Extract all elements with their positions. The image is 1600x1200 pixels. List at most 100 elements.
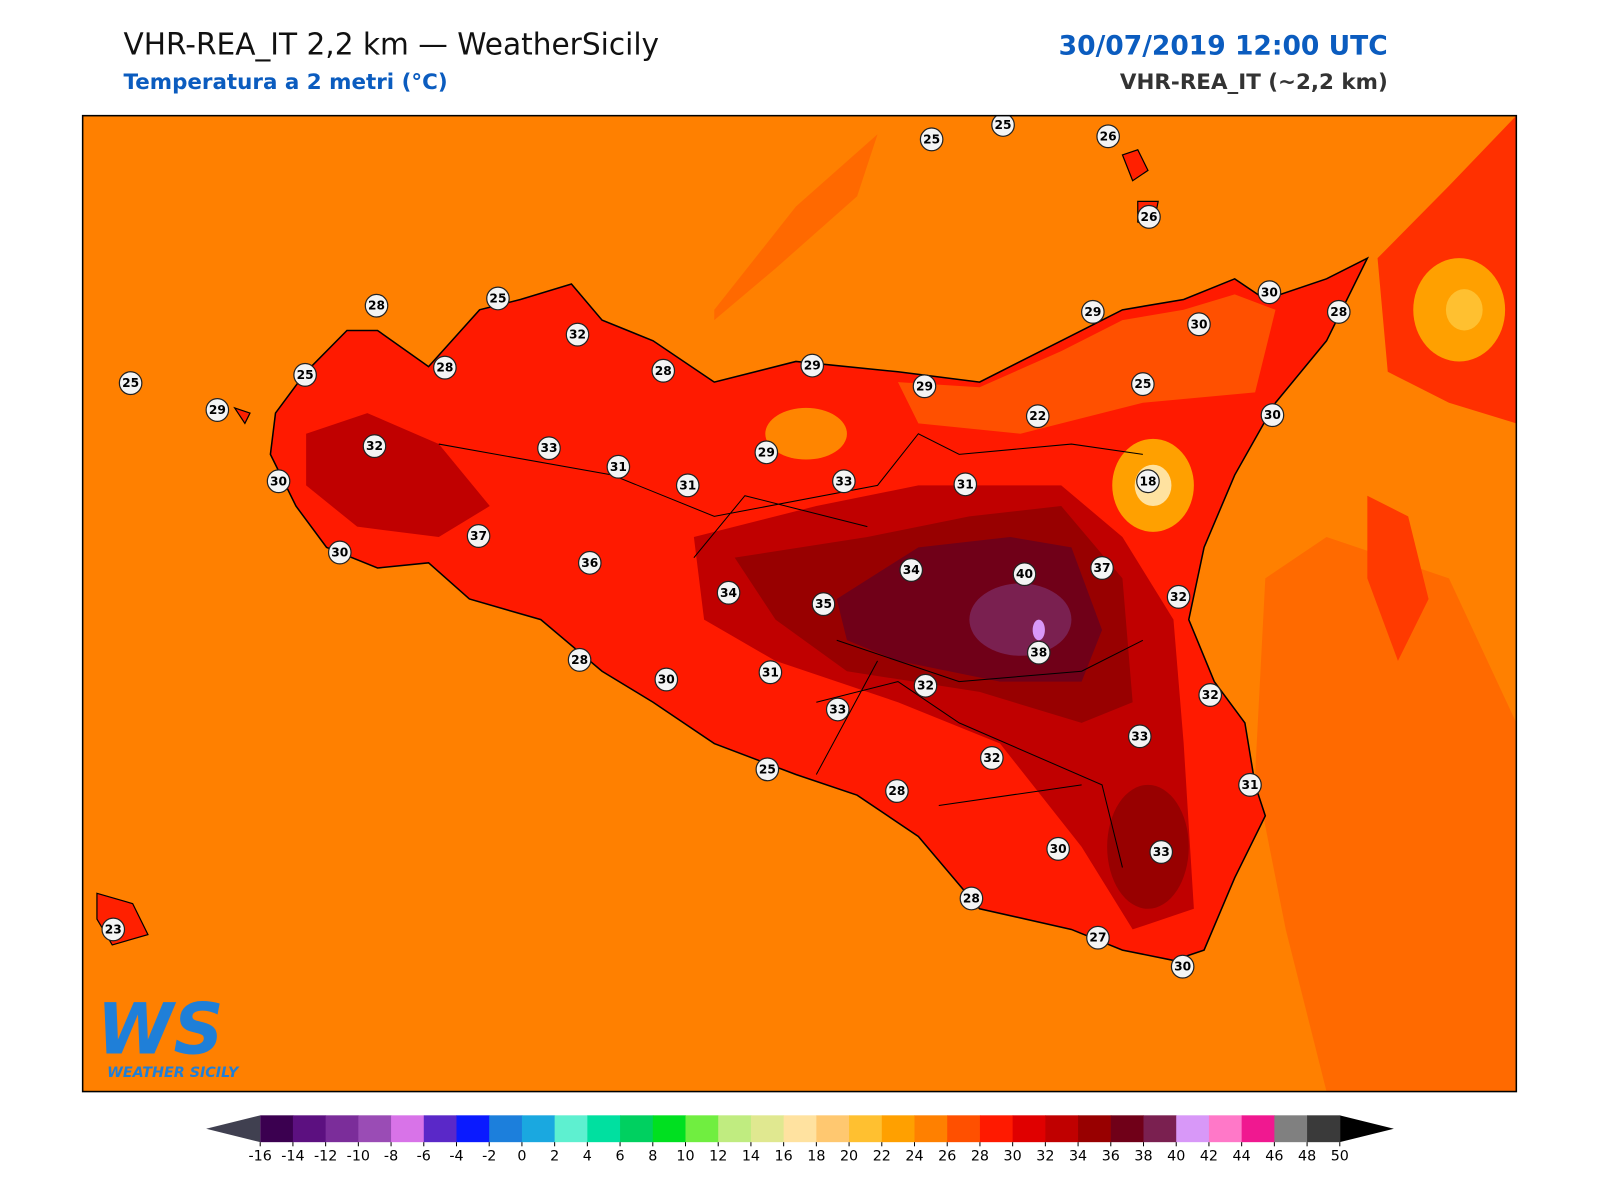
station-marker (1149, 840, 1174, 864)
colorbar-tick-label: 34 (1069, 1149, 1087, 1165)
colorbar-bin (521, 1115, 556, 1143)
station-value: 28 (963, 891, 980, 905)
colorbar-tick-label: 2 (550, 1149, 559, 1165)
station-value: 37 (1094, 561, 1111, 575)
colorbar-bin (456, 1115, 490, 1143)
station-value: 25 (122, 376, 139, 390)
colorbar-bin (1012, 1115, 1046, 1143)
colorbar-bin (816, 1115, 850, 1143)
station-marker (1137, 204, 1161, 229)
station-marker (1086, 925, 1110, 950)
station-marker (654, 667, 679, 692)
station-marker (101, 917, 126, 942)
station-marker (758, 660, 783, 685)
station-marker (1187, 312, 1211, 337)
colorbar-bin (947, 1115, 981, 1143)
station-value: 32 (366, 439, 383, 453)
station-value: 32 (1170, 590, 1187, 604)
station-marker (364, 293, 389, 318)
station-value: 29 (916, 379, 933, 393)
station-marker (606, 454, 631, 479)
station-marker (567, 647, 592, 672)
colorbar-tick-label: 22 (873, 1149, 891, 1165)
station-value: 28 (436, 361, 453, 375)
station-value: 31 (957, 477, 974, 491)
station-value: 32 (1202, 688, 1219, 702)
station-marker (959, 886, 984, 911)
station-value: 30 (1264, 408, 1281, 422)
colorbar-tick-label: -2 (482, 1149, 496, 1165)
station-value: 36 (581, 556, 598, 570)
colorbar-tick-label: -14 (281, 1149, 304, 1165)
station-value: 30 (1261, 285, 1278, 299)
station-value: 31 (1241, 778, 1258, 792)
station-marker (205, 398, 230, 422)
station-value: 18 (1139, 474, 1156, 488)
station-marker (1136, 469, 1160, 494)
colorbar-tick-label: 0 (517, 1149, 526, 1165)
colorbar-tick-label: -12 (314, 1149, 337, 1165)
station-value: 27 (1089, 931, 1106, 945)
station-value: 30 (1174, 960, 1191, 974)
colorbar-tick-label: 32 (1036, 1149, 1054, 1165)
station-value: 30 (1050, 842, 1067, 856)
colorbar-bin (914, 1115, 948, 1143)
colorbar-tick-label: 48 (1298, 1149, 1316, 1165)
colorbar-tick-label: 8 (648, 1149, 657, 1165)
station-marker (1012, 562, 1037, 587)
station-value: 28 (1330, 305, 1347, 319)
colorbar-tick-label: 44 (1233, 1149, 1251, 1165)
station-marker (754, 440, 779, 465)
station-value: 34 (903, 563, 920, 577)
station-value: 30 (270, 474, 287, 488)
colorbar-tick-label: 10 (676, 1149, 694, 1165)
colorbar-tick-label: 24 (905, 1149, 923, 1165)
station-marker (1025, 404, 1050, 429)
colorbar-bin (423, 1115, 458, 1143)
station-value: 30 (1190, 317, 1207, 331)
station-value: 28 (571, 653, 588, 667)
station-marker (1166, 584, 1191, 609)
colorbar-bin (1241, 1115, 1275, 1143)
colorbar-bin (260, 1115, 294, 1143)
station-value: 29 (1084, 305, 1101, 319)
station-value: 40 (1016, 567, 1033, 581)
station-marker (486, 286, 510, 311)
station-value: 33 (1153, 845, 1170, 859)
colorbar-tick-label: 40 (1167, 1149, 1185, 1165)
colorbar-bin (391, 1115, 425, 1143)
model: VHR-REA_IT (~2,2 km) (1120, 70, 1388, 95)
colorbar-tick-label: 36 (1102, 1149, 1120, 1165)
colorbar-bin (1110, 1115, 1145, 1143)
station-marker (266, 469, 291, 494)
station-value: 30 (331, 545, 348, 559)
station-value: 32 (917, 679, 934, 693)
colorbar-bin (325, 1115, 359, 1143)
colorbar-tick-label: -8 (384, 1149, 398, 1165)
colorbar-bin (292, 1115, 327, 1143)
colorbar-bin (979, 1115, 1014, 1143)
station-marker (1260, 403, 1285, 428)
colorbar-tick-label: 20 (840, 1149, 858, 1165)
colorbar-tick-label: -10 (347, 1149, 370, 1165)
colorbar-tick-label: 4 (583, 1149, 592, 1165)
logo-text: WEATHER SICILY (107, 1065, 240, 1081)
station-marker (1326, 299, 1351, 324)
colorbar-tick-label: 46 (1265, 1149, 1283, 1165)
station-value: 35 (815, 597, 832, 611)
station-value: 34 (720, 586, 737, 600)
station-marker (577, 550, 602, 575)
station-value: 26 (1100, 129, 1117, 143)
station-value: 33 (829, 702, 846, 716)
colorbar-tick-label: 50 (1331, 1149, 1349, 1165)
colorbar-bin (1307, 1115, 1341, 1143)
station-marker (980, 746, 1004, 770)
colorbar-tick-label: -4 (449, 1149, 463, 1165)
colorbar-bin (849, 1115, 883, 1143)
colorbar-bin (489, 1115, 523, 1143)
colorbar-tick-label: 42 (1200, 1149, 1218, 1165)
colorbar-tick-label: 6 (616, 1149, 625, 1165)
station-value: 32 (983, 751, 1000, 765)
station-value: 30 (658, 672, 675, 686)
